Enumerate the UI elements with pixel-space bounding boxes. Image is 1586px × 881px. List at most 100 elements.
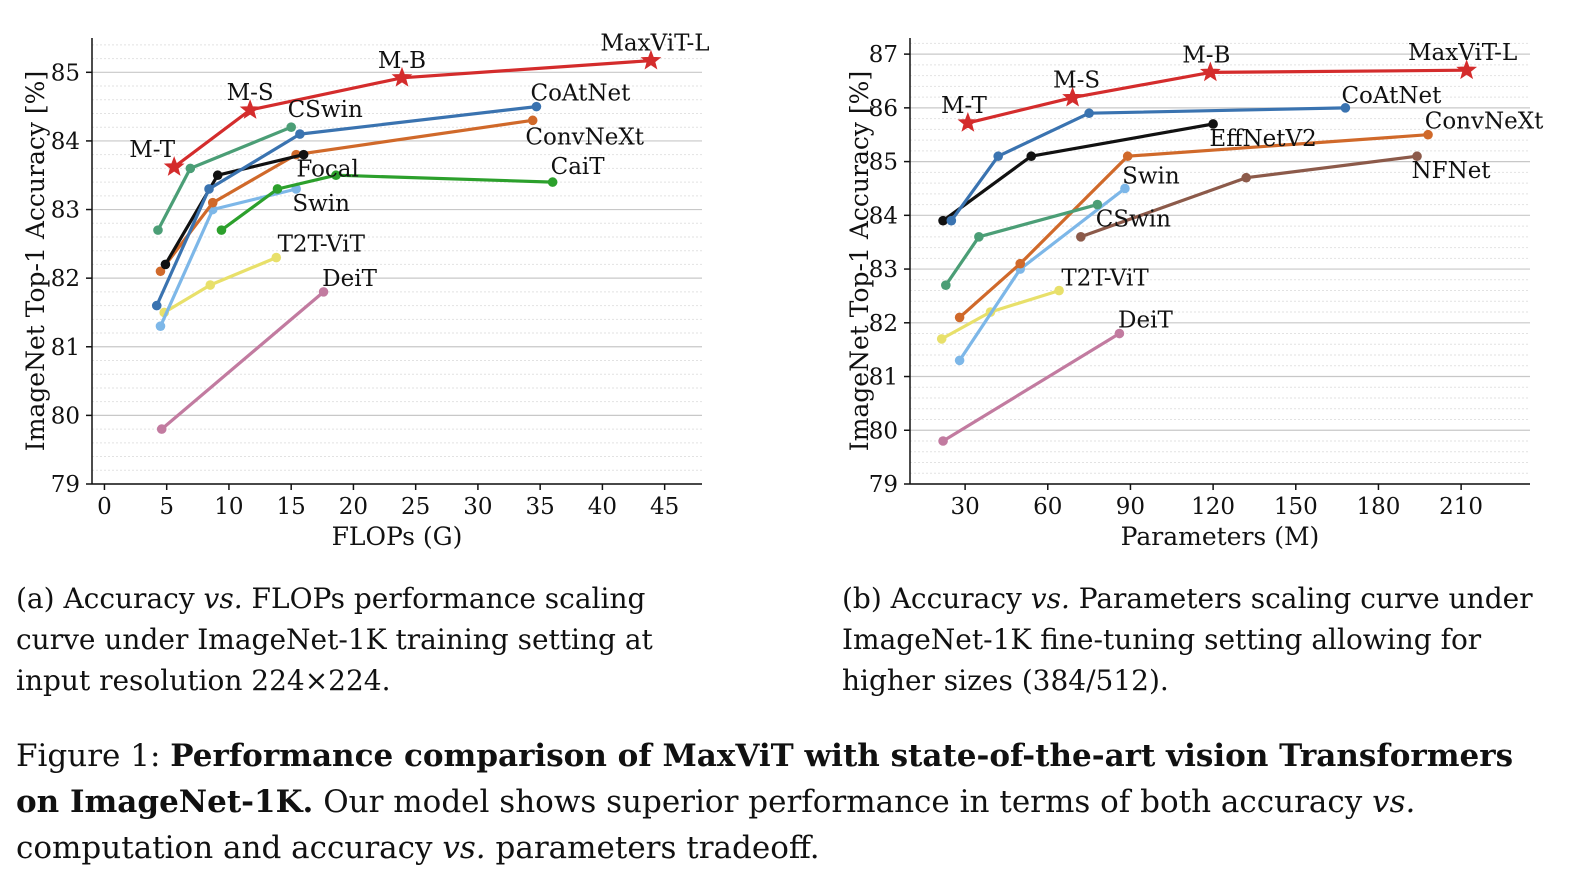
params-series-effnetv2-point [938, 215, 948, 226]
flops-x-tick-label: 45 [650, 494, 679, 520]
params-x-tick-label: 30 [950, 494, 979, 520]
params-series-cswin-point [974, 232, 984, 242]
figure-caption-prefix: Figure 1: [16, 738, 171, 774]
params-y-tick-label: 86 [869, 96, 898, 122]
subcaption-a: (a) Accuracy vs. FLOPs performance scali… [16, 578, 726, 701]
figure-caption-vs-1: vs. [1372, 784, 1416, 820]
flops-chart: 79 80 81 82 83 84 85 0 5 10 15 20 25 30 35 40 45 FLOPs (G… [21, 31, 710, 551]
params-series-convnext-point [954, 312, 965, 323]
flops-x-axis-label: FLOPs (G) [332, 522, 463, 551]
params-y-tick-label: 80 [869, 418, 898, 444]
figure-caption-bold: Performance comparison of MaxViT with st… [16, 738, 1514, 820]
flops-series-maxvit-point [163, 156, 185, 176]
flops-series-focal-point [160, 259, 171, 270]
flops-annotation-maxvit-l: MaxViT-L [600, 31, 709, 57]
params-series-maxvit-point [1062, 86, 1083, 107]
flops-annotation-focal: Focal [296, 157, 359, 183]
params-series-cswin-point [941, 280, 951, 290]
flops-series-coatnet-line [155, 104, 539, 308]
flops-annotation-cswin: CSwin [288, 97, 363, 123]
flops-series-maxvit-point [640, 49, 662, 70]
flops-series-cswin-point [153, 225, 163, 235]
flops-series-swin-point [155, 321, 166, 331]
flops-y-tick-label: 79 [51, 472, 80, 498]
flops-y-tick-label: 83 [51, 198, 80, 224]
params-annotation-swin: Swin [1122, 163, 1180, 189]
flops-x-tick-label: 25 [401, 494, 430, 520]
params-x-tick-label: 90 [1116, 494, 1145, 520]
params-chart: 79 80 81 82 83 84 85 86 87 30 60 90 120 150 180 210 Para… [845, 38, 1544, 551]
flops-series-maxvit-point [239, 99, 261, 119]
subcaption-a-text: FLOPs performance scaling curve under Im… [16, 582, 653, 697]
flops-series-cait-point [331, 170, 341, 181]
params-series-nfnet-point [1241, 172, 1251, 183]
flops-series-convnext-point [155, 266, 166, 277]
params-annotation-deit: DeiT [1118, 308, 1173, 334]
flops-x-tick-label: 40 [588, 494, 617, 520]
params-series-maxvit-line [966, 68, 1469, 125]
params-series-coatnet-point [1084, 108, 1094, 119]
flops-annotation-m-s: M-S [227, 80, 274, 106]
params-series-convnext-point [1015, 258, 1026, 269]
subcaption-b-label: (b) Accuracy [842, 582, 1031, 615]
figure-caption-vs-2: vs. [442, 830, 486, 866]
params-annotation-convnext: ConvNeXt [1425, 109, 1544, 135]
params-x-tick-label: 180 [1356, 494, 1400, 520]
flops-y-axis-label: ImageNet Top-1 Accuracy [%] [21, 71, 50, 451]
params-y-tick-label: 83 [869, 257, 898, 283]
params-y-tick-label: 81 [869, 365, 898, 391]
flops-series-deit-point [156, 424, 167, 434]
params-annotation-cswin: CSwin [1096, 207, 1171, 233]
flops-annotation-coatnet: CoAtNet [530, 81, 631, 107]
flops-series-cswin-point [185, 163, 196, 174]
flops-annotation-convnext: ConvNeXt [525, 124, 644, 150]
params-series-convnext-point [1423, 129, 1433, 140]
params-series-maxvit-point [1199, 61, 1221, 82]
params-annotation-maxvit-l: MaxViT-L [1408, 40, 1517, 66]
params-series-nfnet-point [1412, 151, 1422, 162]
params-annotation-nfnet: NFNet [1411, 158, 1491, 184]
params-x-axis-label: Parameters (M) [1121, 522, 1320, 551]
subcaption-a-label: (a) Accuracy [16, 582, 204, 615]
params-x-tick-label: 150 [1274, 494, 1318, 520]
flops-annotation-deit: DeiT [322, 266, 377, 292]
params-series-coatnet-point [993, 151, 1003, 162]
flops-series-coatnet-point [295, 129, 305, 139]
params-series-coatnet-point [1340, 103, 1351, 113]
subcaption-b: (b) Accuracy vs. Parameters scaling curv… [842, 578, 1552, 701]
params-series-cswin-point [1092, 199, 1103, 210]
params-series-t2t-vit-point [1054, 285, 1064, 296]
params-series-effnetv2-point [1026, 151, 1037, 162]
params-y-axis-label: ImageNet Top-1 Accuracy [%] [845, 71, 874, 451]
params-annotation-m-b: M-B [1182, 42, 1230, 68]
params-series-nfnet-point [1076, 232, 1086, 242]
flops-annotation-swin: Swin [292, 191, 350, 217]
params-series-deit-point [938, 436, 948, 446]
params-y-tick-label: 84 [869, 203, 898, 229]
params-annotation-m-t: M-T [941, 93, 988, 119]
flops-y-tick-label: 85 [51, 60, 80, 86]
flops-annotation-t2t-vit: T2T-ViT [278, 232, 366, 258]
flops-x-tick-label: 15 [277, 494, 306, 520]
params-series-convnext-point [1122, 151, 1133, 162]
flops-series-t2t-vit-line [162, 256, 278, 315]
flops-x-tick-label: 5 [159, 494, 174, 520]
params-y-tick-label: 79 [869, 472, 898, 498]
flops-series-t2t-vit-point [205, 280, 216, 290]
figure-caption: Figure 1: Performance comparison of MaxV… [16, 733, 1556, 871]
params-annotation-m-s: M-S [1053, 68, 1100, 94]
flops-series-deit-line [160, 290, 326, 431]
flops-x-tick-label: 20 [339, 494, 368, 520]
flops-y-tick-label: 84 [51, 129, 80, 155]
params-x-tick-label: 60 [1033, 494, 1062, 520]
flops-annotation-cait: CaiT [551, 154, 606, 180]
flops-x-tick-label: 30 [463, 494, 492, 520]
params-annotation-t2t-vit: T2T-ViT [1061, 266, 1149, 292]
params-annotation-coatnet: CoAtNet [1341, 83, 1442, 109]
flops-series-coatnet-point [531, 101, 542, 112]
params-series-maxvit-point [1456, 59, 1478, 80]
params-series-swin-point [954, 355, 965, 366]
flops-x-tick-label: 0 [97, 494, 112, 520]
flops-series-focal-point [212, 170, 223, 181]
flops-series-cait-point [272, 184, 283, 194]
